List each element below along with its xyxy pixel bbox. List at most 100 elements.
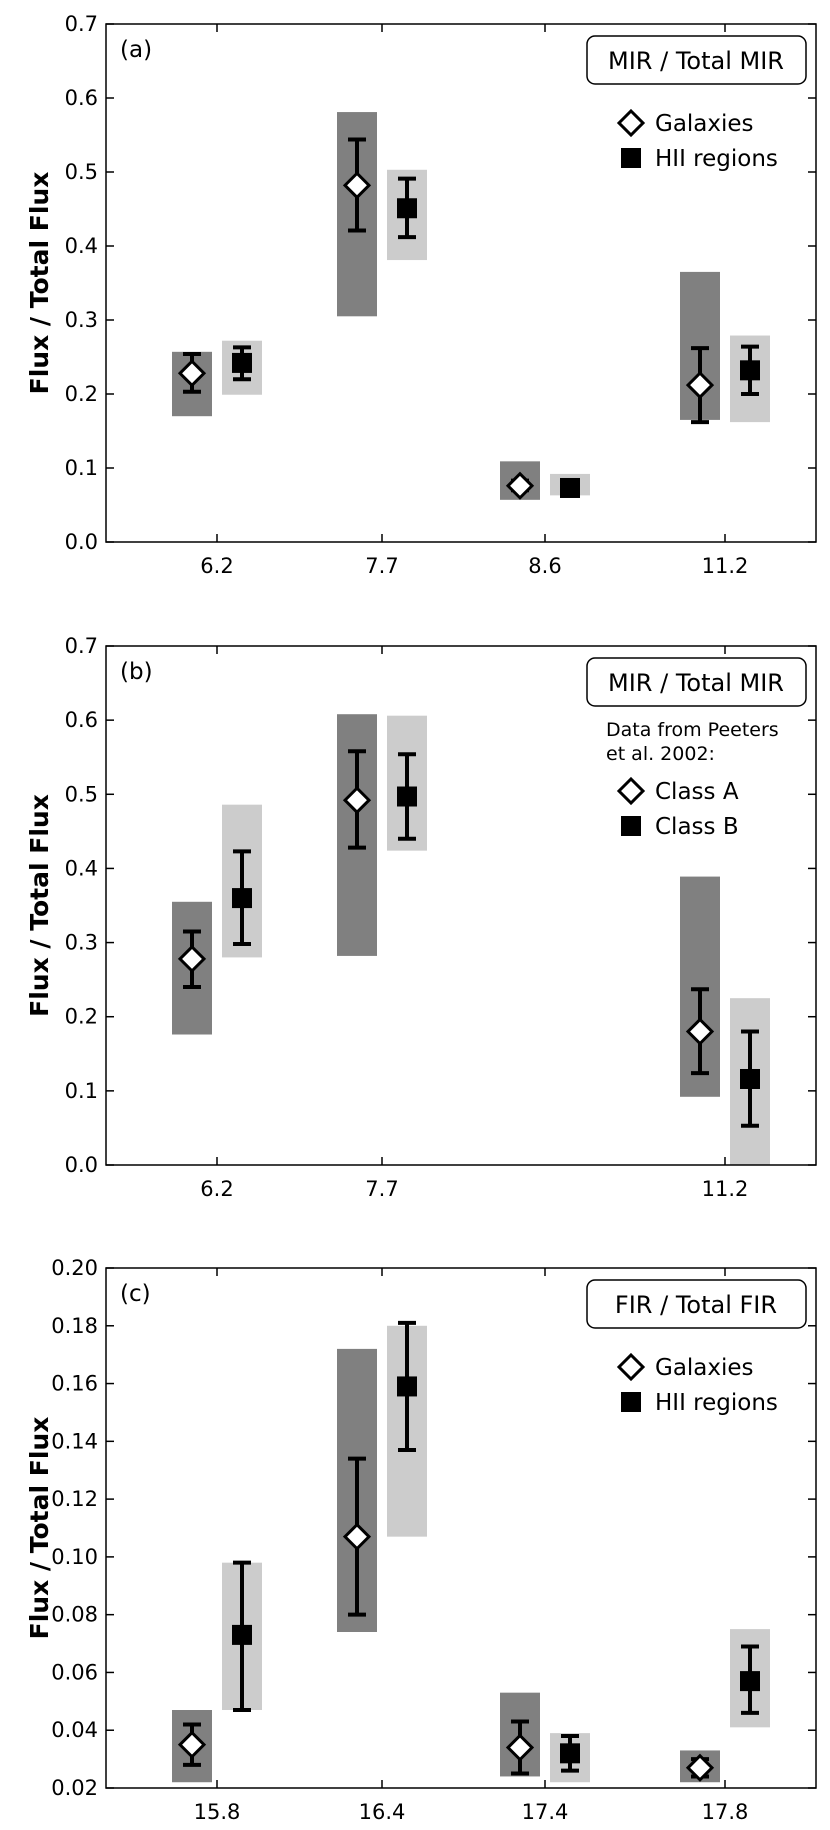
legend: Galaxies HII regions [616,1352,778,1416]
y-tick-label: 0.2 [65,1005,98,1029]
legend: Galaxies HII regions [616,108,778,172]
x-tick-label: 11.2 [702,554,749,578]
series-square-points [232,752,760,1128]
data-point-diamond [342,171,372,200]
series-diamond-points [177,749,715,1076]
data-point-square [397,198,417,219]
data-point-square [232,1624,252,1645]
data-point-square [560,1743,580,1764]
legend-label-1: Galaxies [655,1355,754,1381]
plot-frame [105,1267,817,1789]
title-box [586,35,807,85]
y-tick-label: 0.5 [65,782,98,806]
series-square [222,715,770,1165]
x-tick-label: 7.7 [365,1177,398,1201]
x-tick-label: 17.8 [702,1800,749,1824]
legend-diamond-icon [616,108,646,138]
y-tick-label: 0.02 [51,1776,98,1800]
legend-diamond-icon [616,776,646,806]
data-point-diamond [342,786,372,815]
legend-diamond-icon [616,1352,646,1382]
data-point-square [397,786,417,807]
chart-title: FIR / Total FIR [615,1291,777,1319]
y-tick-label: 0.20 [51,1256,98,1280]
y-tick-label: 0.18 [51,1314,98,1338]
y-tick-label: 0.4 [65,234,98,258]
y-tick-label: 0.04 [51,1718,98,1742]
data-point-diamond [505,1733,535,1762]
data-point-diamond [685,1753,715,1782]
y-tick-label: 0.1 [65,1079,98,1103]
y-tick-label: 0.06 [51,1660,98,1684]
x-tick-label: 15.8 [194,1800,241,1824]
chart-title: MIR / Total MIR [608,669,784,697]
data-point-diamond [342,1522,372,1551]
y-tick-label: 0.12 [51,1487,98,1511]
legend-square-icon [621,816,641,836]
data-point-diamond [685,1017,715,1046]
x-tick-label: 8.6 [528,554,561,578]
y-tick-label: 0.1 [65,456,98,480]
y-tick-label: 0.7 [65,12,98,36]
y-tick-label: 0.6 [65,86,98,110]
series-square-points [232,1320,760,1773]
y-tick-label: 0.2 [65,382,98,406]
x-tick-label: 11.2 [702,1177,749,1201]
x-tick-label: 6.2 [200,554,233,578]
y-tick-label: 0.6 [65,708,98,732]
x-tick-label: 17.4 [522,1800,569,1824]
series-diamond [172,112,720,500]
data-point-square [560,477,580,498]
panel-label: (b) [120,659,153,685]
y-tick-label: 0.16 [51,1372,98,1396]
legend-note-line: et al. 2002: [606,743,715,765]
title-box [586,657,807,707]
y-tick-label: 0.08 [51,1603,98,1627]
y-tick-label: 0.5 [65,160,98,184]
legend-label-2: HII regions [655,146,778,172]
y-axis-label: Flux / Total Flux [25,794,54,1017]
x-tick-label: 6.2 [200,1177,233,1201]
y-tick-label: 0.4 [65,856,98,880]
y-tick-label: 0.7 [65,634,98,658]
data-point-square [232,888,252,909]
chart-title: MIR / Total MIR [608,47,784,75]
data-point-square [740,360,760,381]
panel-1: 0.0 0.1 0.2 0.3 0.4 0.5 0.6 0.7 6.2 7.7 8.6 11.2 (a)… [25,12,817,578]
data-point-diamond [177,1730,207,1759]
y-tick-label: 0.3 [65,931,98,955]
legend-square-icon [621,1392,641,1412]
data-point-square [397,1376,417,1397]
legend-label-2: HII regions [655,1390,778,1416]
legend-square-icon [621,148,641,168]
legend-label-1: Class A [655,779,739,805]
y-axis-label: Flux / Total Flux [25,172,54,395]
series-diamond-points [177,1456,715,1782]
legend-label-2: Class B [655,814,739,840]
data-point-diamond [177,359,207,388]
data-point-square [740,1671,760,1692]
legend-note-line: Data from Peeters [606,719,779,741]
y-tick-label: 0.0 [65,1153,98,1177]
y-tick-label: 0.3 [65,308,98,332]
title-box [586,1279,807,1329]
data-point-diamond [685,370,715,400]
y-tick-label: 0.14 [51,1429,98,1453]
legend: Class A Class B [616,776,739,840]
panel-label: (a) [120,37,152,63]
y-tick-label: 0.10 [51,1545,98,1569]
legend-label-1: Galaxies [655,111,754,137]
panel-3: 0.02 0.04 0.06 0.08 0.10 0.12 0.14 0.16 0.18 0.20… [25,1256,817,1824]
x-tick-label: 16.4 [359,1800,406,1824]
data-point-diamond [177,944,207,974]
panel-2: 0.0 0.1 0.2 0.3 0.4 0.5 0.6 0.7 6.2 7.7 11.2 (b) MIR… [25,634,817,1201]
data-point-square [740,1068,760,1089]
y-axis-label: Flux / Total Flux [25,1417,54,1640]
y-tick-label: 0.0 [65,530,98,554]
panel-label: (c) [120,1281,151,1307]
series-diamond-points [177,137,715,500]
series-diamond [172,1348,720,1783]
plot-frame [105,645,817,1166]
x-tick-label: 7.7 [365,554,398,578]
